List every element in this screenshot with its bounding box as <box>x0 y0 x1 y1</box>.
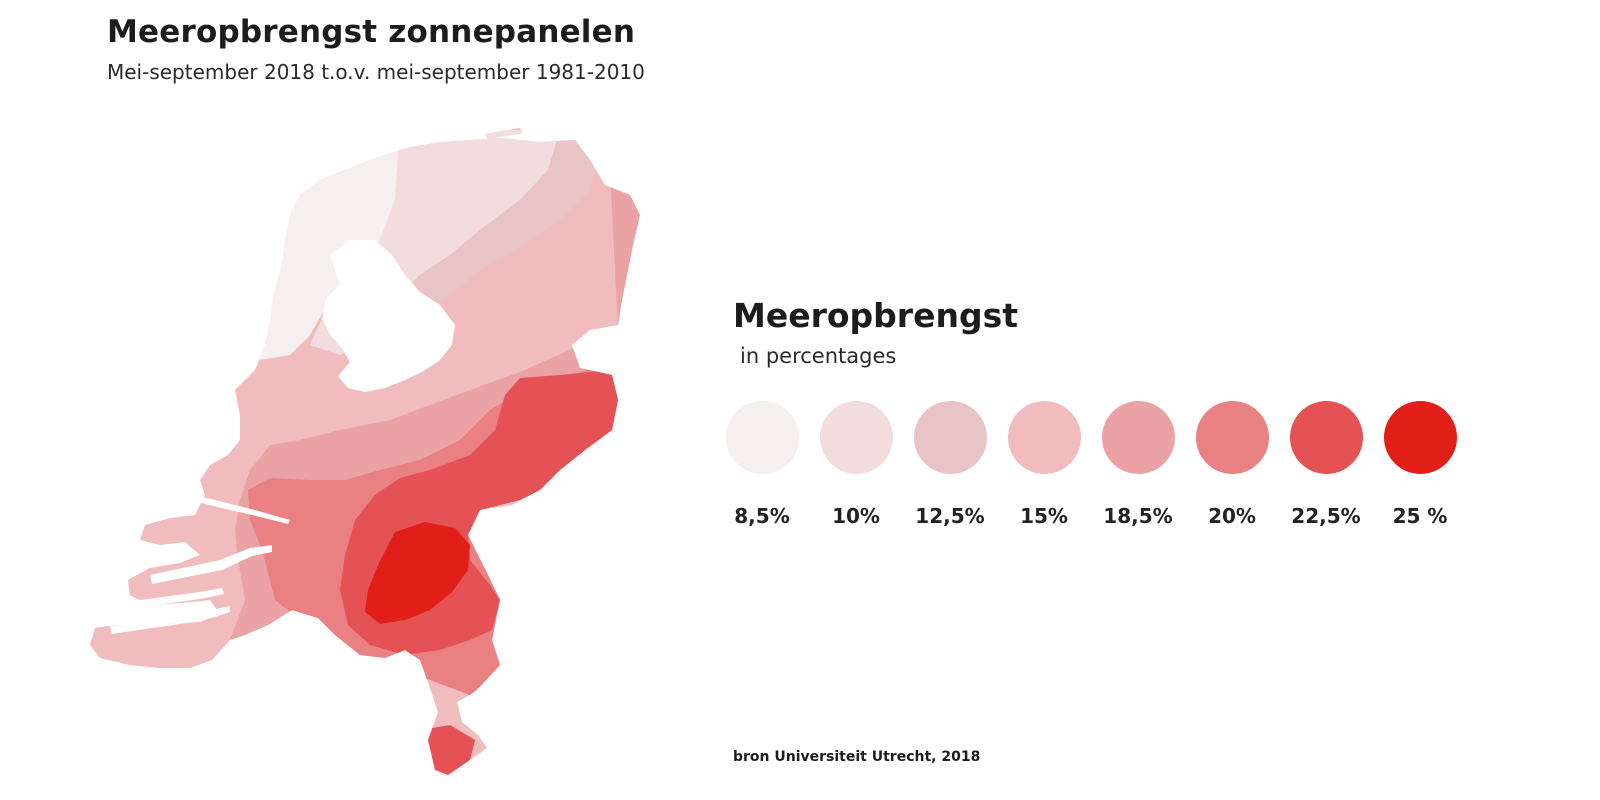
legend-label-22-5: 22,5% <box>1291 504 1361 528</box>
legend-label-10: 10% <box>832 504 880 528</box>
legend-swatch-10 <box>820 401 893 474</box>
legend-swatch-12-5 <box>914 401 987 474</box>
legend-swatch-18-5 <box>1102 401 1175 474</box>
legend-label-12-5: 12,5% <box>915 504 985 528</box>
legend-subtitle: in percentages <box>740 344 897 368</box>
legend-swatch-8-5 <box>726 401 799 474</box>
legend-label-20: 20% <box>1208 504 1256 528</box>
legend-label-8-5: 8,5% <box>734 504 790 528</box>
legend-swatch-20 <box>1196 401 1269 474</box>
legend-title: Meeropbrengst <box>733 296 1018 335</box>
map-subtitle: Mei-september 2018 t.o.v. mei-september … <box>107 60 645 84</box>
legend-scale: 8,5% 10% 12,5% 15% 18,5% 20% 22,5% 25 % <box>726 401 1466 541</box>
legend-swatch-25 <box>1384 401 1457 474</box>
legend-label-25: 25 % <box>1392 504 1448 528</box>
legend-label-15: 15% <box>1020 504 1068 528</box>
legend-swatch-15 <box>1008 401 1081 474</box>
legend-swatch-22-5 <box>1290 401 1363 474</box>
legend-label-18-5: 18,5% <box>1103 504 1173 528</box>
source-credit: bron Universiteit Utrecht, 2018 <box>733 749 981 765</box>
netherlands-map <box>90 128 640 775</box>
map-title: Meeropbrengst zonnepanelen <box>107 14 636 50</box>
